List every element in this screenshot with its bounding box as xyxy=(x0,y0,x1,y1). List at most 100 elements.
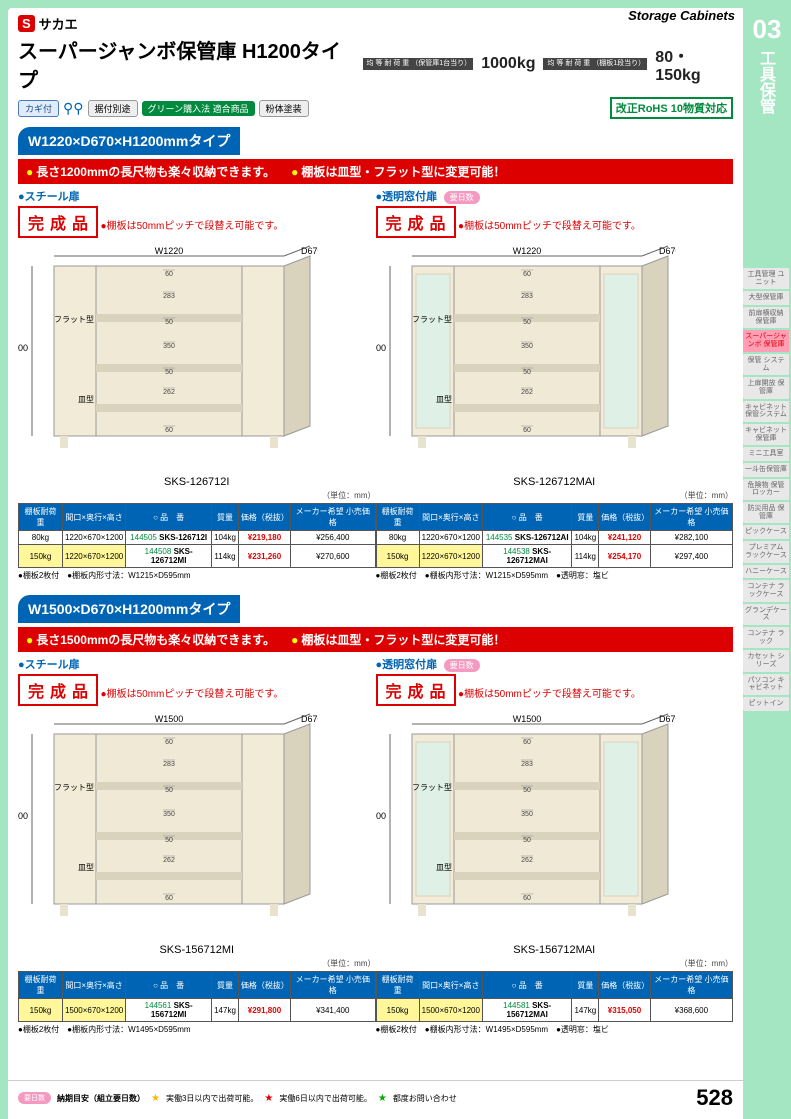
table-header: メーカー希望 小売価格 xyxy=(291,972,375,999)
side-tab[interactable]: プレミアム ラックケース xyxy=(743,541,789,562)
svg-text:フラット型: フラット型 xyxy=(54,315,94,324)
complete-badge: 完成品 xyxy=(376,206,456,238)
side-tab[interactable]: ピックケース xyxy=(743,525,789,539)
svg-text:283: 283 xyxy=(521,293,533,300)
svg-text:283: 283 xyxy=(163,293,175,300)
table-header: メーカー希望 小売価格 xyxy=(291,504,375,531)
footnote: 棚板2枚付 ●棚板内形寸法：W1495×D595mm xyxy=(18,1024,376,1035)
svg-text:262: 262 xyxy=(163,389,175,396)
product-panel: 透明窓付扉 要日数 完成品 ●棚板は50mmピッチで段替え可能です。 W1500… xyxy=(376,656,734,1035)
svg-text:W1500: W1500 xyxy=(155,714,184,724)
cabinet-illustration: W1500 D670 フラット型 皿型 60283503505026260 H1… xyxy=(376,712,676,922)
product-title: スーパージャンボ保管庫 H1200タイプ xyxy=(18,35,355,93)
table-header: 間口×奥行×高さ xyxy=(62,972,125,999)
table-header: 質量 xyxy=(212,972,239,999)
svg-text:350: 350 xyxy=(163,811,175,818)
pitch-note: ●棚板は50mmピッチで段替え可能です。 xyxy=(101,221,284,232)
svg-text:W1220: W1220 xyxy=(155,246,184,256)
size-bar: W1500×D670×H1200mmタイプ xyxy=(18,595,240,623)
youmoku-legend-icon: 要日数 xyxy=(18,1092,51,1104)
spec-table: 棚板耐荷重間口×奥行×高さ○ 品 番質量価格（税抜）メーカー希望 小売価格 15… xyxy=(376,971,734,1022)
spec-table: 棚板耐荷重間口×奥行×高さ○ 品 番質量価格（税抜）メーカー希望 小売価格 15… xyxy=(18,971,376,1022)
door-type: スチール扉 xyxy=(18,191,80,203)
complete-badge: 完成品 xyxy=(376,674,456,706)
side-tab[interactable]: 前扉横収納 保管庫 xyxy=(743,307,789,328)
side-tab[interactable]: ミニ工具室 xyxy=(743,447,789,461)
table-header: 価格（税抜） xyxy=(599,504,651,531)
table-row: 150kg 1220×670×1200 144538 SKS-126712MAI… xyxy=(376,545,733,568)
load-val-2: 80・150kg xyxy=(655,43,733,85)
footnote: 棚板2枚付 ●棚板内形寸法：W1215×D595mm ●透明窓：塩ビ xyxy=(376,570,734,581)
side-tab[interactable]: スーパージャンボ 保管庫 xyxy=(743,330,789,351)
table-header: 間口×奥行×高さ xyxy=(419,972,482,999)
svg-text:283: 283 xyxy=(521,761,533,768)
key-icon: ⚲⚲ xyxy=(63,100,84,117)
table-header: 棚板耐荷重 xyxy=(376,504,419,531)
youmoku-badge: 要日数 xyxy=(444,191,480,204)
table-header: ○ 品 番 xyxy=(482,972,572,999)
section-number: 03 xyxy=(743,14,791,45)
side-tab[interactable]: 大型保管庫 xyxy=(743,291,789,305)
product-panel: スチール扉 完成品 ●棚板は50mmピッチで段替え可能です。 W1220 D67… xyxy=(18,188,376,581)
category-english: Storage Cabinets xyxy=(628,8,735,23)
table-header: 棚板耐荷重 xyxy=(376,972,419,999)
spec-table: 棚板耐荷重間口×奥行×高さ○ 品 番質量価格（税抜）メーカー希望 小売価格 80… xyxy=(18,503,376,568)
side-tab[interactable]: 一斗缶保管庫 xyxy=(743,463,789,477)
size-bar: W1220×D670×H1200mmタイプ xyxy=(18,127,240,155)
side-tab[interactable]: コンテナ ラック xyxy=(743,627,789,648)
brand: S サカエ xyxy=(18,14,733,33)
svg-text:皿型: 皿型 xyxy=(78,863,94,872)
svg-text:60: 60 xyxy=(523,271,531,278)
side-tab[interactable]: カセット シリーズ xyxy=(743,650,789,671)
product-panel: 透明窓付扉 要日数 完成品 ●棚板は50mmピッチで段替え可能です。 W1220… xyxy=(376,188,734,581)
svg-text:50: 50 xyxy=(523,369,531,376)
feature-bar: 長さ1500mmの長尺物も楽々収納できます。 棚板は皿型・フラット型に変更可能！ xyxy=(18,627,733,652)
svg-text:60: 60 xyxy=(165,271,173,278)
svg-text:60: 60 xyxy=(523,739,531,746)
svg-text:262: 262 xyxy=(521,857,533,864)
side-tab[interactable]: 防災用品 保管庫 xyxy=(743,502,789,523)
svg-text:D670: D670 xyxy=(301,246,318,256)
svg-text:H1200: H1200 xyxy=(376,343,386,353)
side-tab[interactable]: 危険物 保管ロッカー xyxy=(743,479,789,500)
svg-text:フラット型: フラット型 xyxy=(412,315,452,324)
section-title: 工具保管 xyxy=(757,50,777,114)
side-tab[interactable]: コンテナ ラックケース xyxy=(743,580,789,601)
svg-text:皿型: 皿型 xyxy=(78,395,94,404)
side-tab[interactable]: パソコン キャビネット xyxy=(743,674,789,695)
table-header: メーカー希望 小売価格 xyxy=(650,504,732,531)
table-header: 質量 xyxy=(572,504,599,531)
side-tab[interactable]: 工具管理 ユニット xyxy=(743,268,789,289)
page-footer: 要日数 納期目安（組立要日数） ★ 実働3日以内で出荷可能。 ★ 実働6日以内で… xyxy=(8,1080,743,1119)
svg-text:H1200: H1200 xyxy=(18,343,28,353)
svg-text:262: 262 xyxy=(163,857,175,864)
table-header: 価格（税抜） xyxy=(238,504,290,531)
model-label: SKS-126712I xyxy=(18,476,376,488)
badge-key: カギ付 xyxy=(18,100,59,117)
svg-text:フラット型: フラット型 xyxy=(54,783,94,792)
star-gold-icon: ★ xyxy=(151,1093,160,1104)
unit-label: （単位：mm） xyxy=(376,958,734,969)
side-tab[interactable]: 保管 システム xyxy=(743,354,789,375)
load-label-1: 均 等 耐 荷 重 （保管庫1台当り） xyxy=(363,58,474,70)
unit-label: （単位：mm） xyxy=(18,958,376,969)
star-green-icon: ★ xyxy=(378,1093,387,1104)
footnote: 棚板2枚付 ●棚板内形寸法：W1495×D595mm ●透明窓：塩ビ xyxy=(376,1024,734,1035)
feature-bar: 長さ1200mmの長尺物も楽々収納できます。 棚板は皿型・フラット型に変更可能！ xyxy=(18,159,733,184)
unit-label: （単位：mm） xyxy=(18,490,376,501)
side-tab[interactable]: ピットイン xyxy=(743,697,789,711)
side-tab[interactable]: キャビネット 保管システム xyxy=(743,401,789,422)
side-tab[interactable]: キャビネット 保管庫 xyxy=(743,424,789,445)
side-tab[interactable]: グランデケース xyxy=(743,604,789,625)
table-header: 質量 xyxy=(572,972,599,999)
svg-text:60: 60 xyxy=(523,895,531,902)
side-tab[interactable]: ハニーケース xyxy=(743,565,789,579)
svg-text:60: 60 xyxy=(165,895,173,902)
svg-text:W1500: W1500 xyxy=(512,714,541,724)
svg-text:皿型: 皿型 xyxy=(436,395,452,404)
table-header: 棚板耐荷重 xyxy=(19,504,63,531)
svg-text:350: 350 xyxy=(521,811,533,818)
product-panel: スチール扉 完成品 ●棚板は50mmピッチで段替え可能です。 W1500 D67… xyxy=(18,656,376,1035)
side-tab[interactable]: 上扉開放 保管庫 xyxy=(743,377,789,398)
table-header: ○ 品 番 xyxy=(126,972,212,999)
